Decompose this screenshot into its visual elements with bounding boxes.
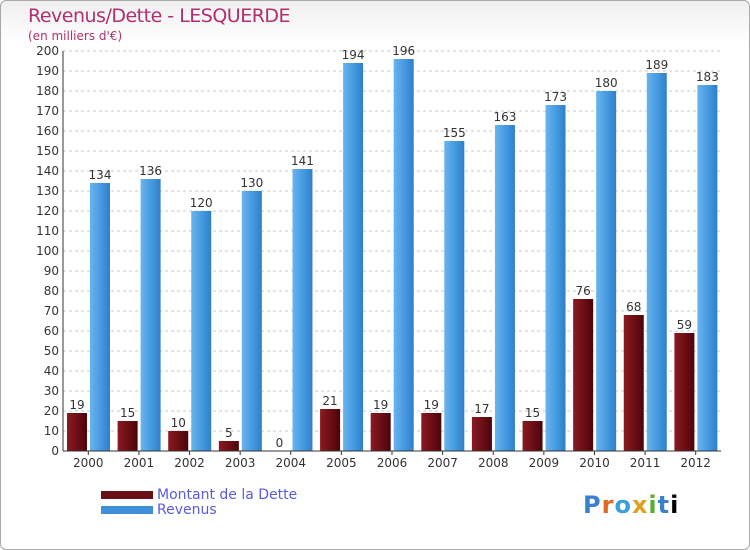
y-tick-label: 190 [36, 64, 59, 78]
data-label: 136 [139, 164, 162, 178]
bar-revenus [494, 125, 515, 451]
y-tick-label: 20 [44, 404, 59, 418]
data-label: 194 [342, 48, 365, 62]
x-tick-label: 2011 [630, 456, 661, 470]
y-tick-label: 150 [36, 144, 59, 158]
bar-revenus [697, 85, 718, 451]
y-tick-label: 140 [36, 164, 59, 178]
y-tick-label: 40 [44, 364, 59, 378]
bar-dette [573, 299, 594, 451]
data-label: 17 [474, 402, 489, 416]
x-tick-label: 2010 [579, 456, 610, 470]
data-label: 173 [544, 90, 567, 104]
y-tick-label: 130 [36, 184, 59, 198]
data-label: 120 [190, 196, 213, 210]
y-tick-label: 0 [51, 444, 59, 458]
y-tick-label: 180 [36, 84, 59, 98]
y-tick-label: 70 [44, 304, 59, 318]
x-tick-label: 2003 [225, 456, 256, 470]
x-tick-label: 2009 [529, 456, 560, 470]
data-label: 59 [677, 318, 692, 332]
y-tick-label: 90 [44, 264, 59, 278]
x-tick-label: 2000 [73, 456, 104, 470]
bar-revenus [545, 105, 566, 451]
x-tick-label: 2002 [174, 456, 205, 470]
bar-revenus [343, 63, 364, 451]
bar-dette [218, 441, 239, 451]
y-tick-label: 110 [36, 224, 59, 238]
data-label: 68 [626, 300, 641, 314]
x-tick-label: 2012 [680, 456, 711, 470]
y-tick-label: 120 [36, 204, 59, 218]
y-tick-label: 50 [44, 344, 59, 358]
data-label: 155 [443, 126, 466, 140]
data-label: 15 [525, 406, 540, 420]
x-tick-label: 2007 [427, 456, 458, 470]
legend-swatch-revenus [101, 505, 153, 514]
data-label: 21 [322, 394, 337, 408]
bar-revenus [444, 141, 465, 451]
bar-revenus [596, 91, 617, 451]
chart-subtitle: (en milliers d'€) [28, 29, 123, 43]
data-label: 130 [240, 176, 263, 190]
legend-item-dette: Montant de la Dette [101, 486, 298, 503]
bar-dette [117, 421, 138, 451]
bar-dette [522, 421, 543, 451]
data-label: 0 [276, 436, 284, 450]
x-tick-label: 2001 [124, 456, 155, 470]
data-label: 180 [595, 76, 618, 90]
data-label: 19 [373, 398, 388, 412]
y-tick-label: 170 [36, 104, 59, 118]
y-tick-label: 10 [44, 424, 59, 438]
y-tick-label: 100 [36, 244, 59, 258]
data-label: 5 [225, 426, 233, 440]
legend-swatch-dette [101, 490, 153, 499]
bar-dette [67, 413, 87, 451]
legend-label-revenus: Revenus [157, 501, 217, 518]
bar-dette [623, 315, 644, 451]
data-label: 183 [696, 70, 719, 84]
y-tick-label: 80 [44, 284, 59, 298]
legend: Montant de la Dette Revenus [101, 486, 298, 518]
bar-dette [168, 431, 189, 451]
data-label: 19 [424, 398, 439, 412]
legend-item-revenus: Revenus [101, 501, 297, 518]
bar-revenus [241, 191, 262, 451]
x-tick-label: 2005 [326, 456, 357, 470]
bar-revenus [191, 211, 212, 451]
data-label: 134 [89, 168, 112, 182]
bar-revenus [646, 73, 667, 451]
x-tick-label: 2006 [377, 456, 408, 470]
bar-revenus [393, 59, 414, 451]
y-tick-label: 200 [36, 44, 59, 58]
bar-dette [674, 333, 695, 451]
bar-dette [421, 413, 442, 451]
chart-title: Revenus/Dette - LESQUERDE [28, 5, 291, 27]
bar-dette [320, 409, 341, 451]
y-tick-label: 60 [44, 324, 59, 338]
bar-revenus [292, 169, 313, 451]
bar-dette [471, 417, 492, 451]
data-label: 76 [576, 284, 591, 298]
data-label: 141 [291, 154, 314, 168]
data-label: 189 [645, 58, 668, 72]
y-tick-label: 160 [36, 124, 59, 138]
data-label: 163 [493, 110, 516, 124]
data-label: 15 [120, 406, 135, 420]
proxiti-logo: Proxiti [583, 491, 680, 519]
bar-dette [370, 413, 391, 451]
bar-revenus [140, 179, 161, 451]
x-tick-label: 2008 [478, 456, 509, 470]
bar-revenus [90, 183, 110, 451]
legend-label-dette: Montant de la Dette [157, 486, 298, 503]
data-label: 196 [392, 44, 415, 58]
x-tick-label: 2004 [275, 456, 306, 470]
data-label: 10 [171, 416, 186, 430]
y-tick-label: 30 [44, 384, 59, 398]
data-label: 19 [69, 398, 84, 412]
